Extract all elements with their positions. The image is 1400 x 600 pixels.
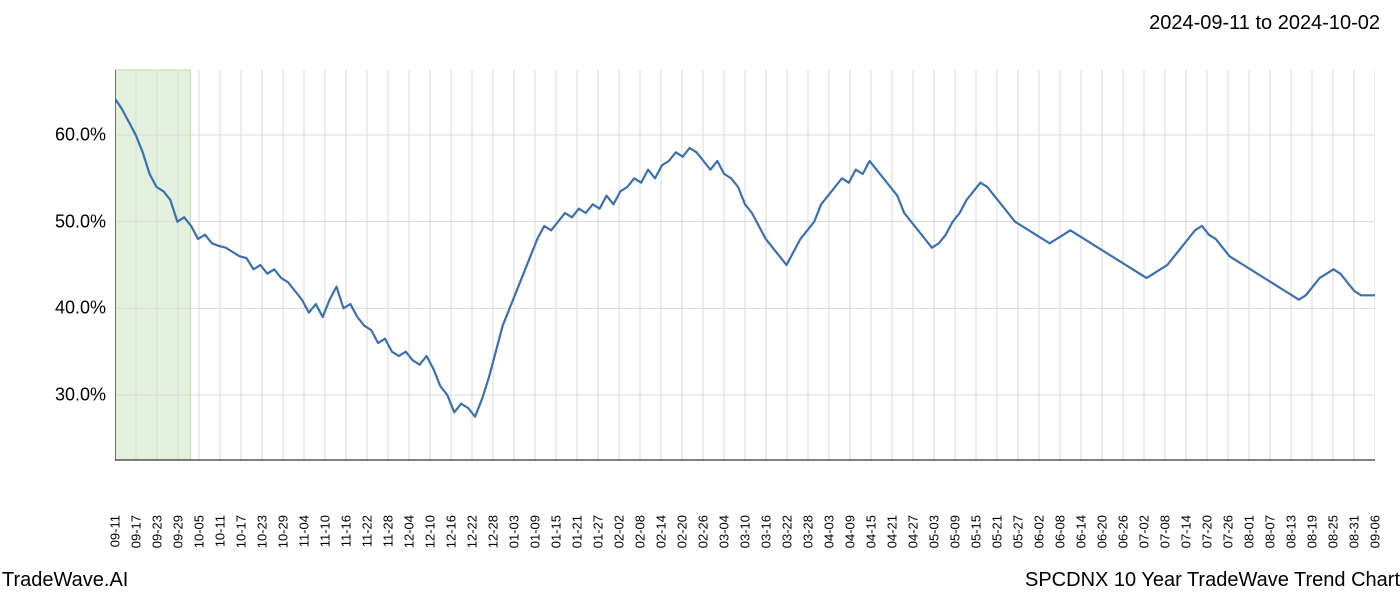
x-tick-label: 02-20	[675, 515, 690, 548]
x-tick-label: 07-26	[1221, 515, 1236, 548]
x-tick-label: 01-15	[549, 515, 564, 548]
x-tick-label: 10-23	[255, 515, 270, 548]
x-tick-label: 04-21	[885, 515, 900, 548]
y-tick-label: 60.0%	[55, 125, 106, 146]
x-tick-label: 03-28	[801, 515, 816, 548]
x-tick-label: 08-19	[1305, 515, 1320, 548]
x-tick-label: 11-10	[318, 515, 333, 547]
x-tick-label: 01-21	[570, 515, 585, 548]
x-tick-label: 05-03	[927, 515, 942, 548]
x-tick-label: 07-20	[1200, 515, 1215, 548]
x-tick-label: 04-15	[864, 515, 879, 548]
branding-label: TradeWave.AI	[2, 569, 128, 592]
x-tick-label: 03-10	[738, 515, 753, 548]
x-tick-label: 07-02	[1137, 515, 1152, 548]
x-tick-label: 08-25	[1326, 515, 1341, 548]
date-range-label: 2024-09-11 to 2024-10-02	[1149, 12, 1380, 35]
x-tick-label: 12-04	[402, 515, 417, 548]
x-tick-label: 05-21	[990, 515, 1005, 548]
x-tick-label: 06-20	[1095, 515, 1110, 548]
x-tick-label: 09-11	[108, 515, 123, 547]
x-tick-label: 05-27	[1011, 515, 1026, 548]
x-tick-label: 04-27	[906, 515, 921, 548]
x-tick-label: 09-06	[1368, 515, 1383, 548]
x-tick-label: 02-08	[633, 515, 648, 548]
x-tick-label: 01-09	[528, 515, 543, 548]
x-tick-label: 09-17	[129, 515, 144, 548]
x-tick-label: 02-14	[654, 515, 669, 548]
x-tick-label: 04-09	[843, 515, 858, 548]
trend-chart	[115, 60, 1375, 510]
x-tick-label: 03-22	[780, 515, 795, 548]
x-tick-label: 08-13	[1284, 515, 1299, 548]
x-tick-label: 12-22	[465, 515, 480, 548]
x-tick-label: 10-05	[192, 515, 207, 548]
chart-caption: SPCDNX 10 Year TradeWave Trend Chart	[1025, 569, 1400, 592]
x-tick-label: 07-08	[1158, 515, 1173, 548]
x-tick-label: 12-28	[486, 515, 501, 548]
x-tick-label: 11-16	[339, 515, 354, 547]
y-tick-label: 50.0%	[55, 211, 106, 232]
x-tick-label: 11-28	[381, 515, 396, 547]
x-tick-label: 08-01	[1242, 515, 1257, 548]
x-tick-label: 06-02	[1032, 515, 1047, 548]
x-tick-label: 07-14	[1179, 515, 1194, 548]
x-tick-label: 08-07	[1263, 515, 1278, 548]
x-tick-label: 01-03	[507, 515, 522, 548]
x-tick-label: 04-03	[822, 515, 837, 548]
x-tick-label: 12-16	[444, 515, 459, 548]
x-tick-label: 06-14	[1074, 515, 1089, 548]
x-tick-label: 08-31	[1347, 515, 1362, 548]
x-tick-label: 03-16	[759, 515, 774, 548]
x-tick-label: 09-23	[150, 515, 165, 548]
x-tick-label: 12-10	[423, 515, 438, 548]
x-tick-label: 10-29	[276, 515, 291, 548]
x-tick-label: 05-15	[969, 515, 984, 548]
x-tick-label: 10-11	[213, 515, 228, 547]
x-tick-label: 03-04	[717, 515, 732, 548]
x-tick-label: 11-04	[297, 515, 312, 547]
x-tick-label: 01-27	[591, 515, 606, 548]
x-tick-label: 10-17	[234, 515, 249, 548]
x-tick-label: 05-09	[948, 515, 963, 548]
x-tick-label: 02-02	[612, 515, 627, 548]
x-tick-label: 09-29	[171, 515, 186, 548]
x-tick-label: 06-08	[1053, 515, 1068, 548]
y-tick-label: 30.0%	[55, 385, 106, 406]
y-tick-label: 40.0%	[55, 298, 106, 319]
x-tick-label: 06-26	[1116, 515, 1131, 548]
x-tick-label: 11-22	[360, 515, 375, 547]
x-tick-label: 02-26	[696, 515, 711, 548]
